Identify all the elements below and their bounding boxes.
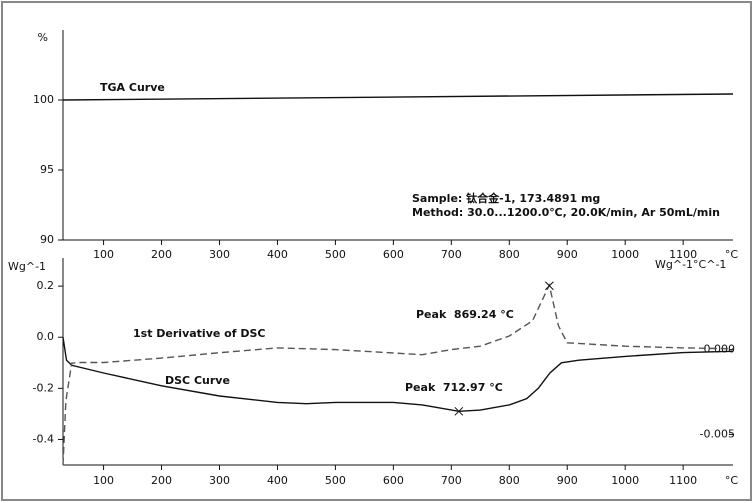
x-tick-label: 600 [383,474,404,487]
x-tick-label: 400 [267,474,288,487]
peak-label: Peak 869.24 °C [416,308,514,321]
x-tick-label: 100 [93,248,114,261]
x-tick-label: 1100 [669,474,697,487]
x-tick-label: 800 [499,474,520,487]
y-tick-label: 90 [40,233,54,246]
series-name: 1st Derivative of DSC [133,327,265,340]
x-tick-label: 300 [209,474,230,487]
y2-tick-label: 0.000 [704,343,736,356]
series-name: TGA Curve [100,81,165,94]
x-tick-label: 300 [209,248,230,261]
series-line [62,282,734,466]
x-tick-label: 600 [383,248,404,261]
y-tick-label: 95 [40,163,54,176]
y-tick-label: 100 [33,93,54,106]
x-tick-label: 500 [325,248,346,261]
y-axis-label: % [38,31,48,44]
y-tick-label: -0.2 [33,381,54,394]
x-unit: °C [725,474,739,487]
x-tick-label: 200 [151,474,172,487]
x-tick-label: 100 [93,474,114,487]
peak-label: Peak 712.97 °C [405,381,503,394]
peak-marker [454,406,464,416]
y-axis-label: Wg^-1 [8,260,46,273]
annotation: Sample: 钛合金-1, 173.4891 mg [412,191,600,205]
y-tick-label: 0.0 [37,330,55,343]
peak-marker [545,281,554,291]
x-tick-label: 700 [441,474,462,487]
y2-axis-label: Wg^-1°C^-1 [655,258,726,271]
series-line [62,93,734,101]
x-tick-label: 1100 [669,248,697,261]
x-tick-label: 1000 [611,248,639,261]
x-tick-label: 900 [557,474,578,487]
y-tick-label: 0.2 [37,279,55,292]
x-tick-label: 500 [325,474,346,487]
x-tick-label: 1000 [611,474,639,487]
x-tick-label: 400 [267,248,288,261]
y-tick-label: -0.4 [33,432,54,445]
x-tick-label: 200 [151,248,172,261]
x-tick-label: 800 [499,248,520,261]
series-line [62,337,734,413]
x-tick-label: 900 [557,248,578,261]
y2-tick-label: -0.005 [700,427,735,440]
x-unit: °C [725,248,739,261]
x-tick-label: 700 [441,248,462,261]
annotation: Method: 30.0...1200.0℃, 20.0K/min, Ar 50… [412,206,720,219]
series-name: DSC Curve [165,374,230,387]
